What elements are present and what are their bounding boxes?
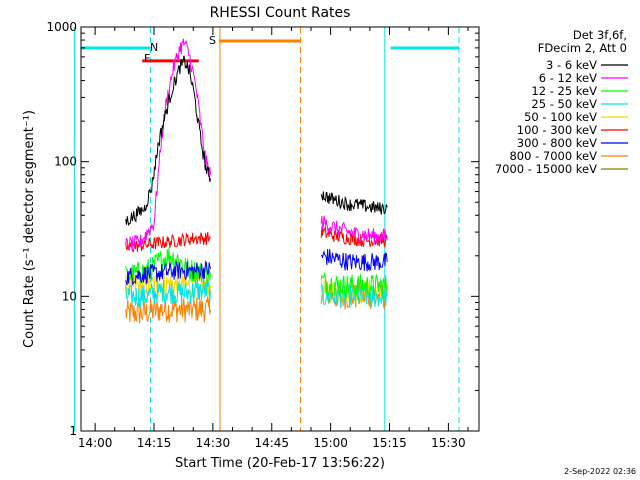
legend-label-300-800-kev: 300 - 800 keV bbox=[517, 136, 597, 150]
legend-label-25-50-kev: 25 - 50 keV bbox=[531, 97, 597, 111]
x-tick-label-3: 14:30 bbox=[196, 436, 231, 450]
chart-title: RHESSI Count Rates bbox=[210, 5, 351, 21]
y-tick-label-1: 1 bbox=[69, 424, 77, 438]
x-tick-label-4: 14:45 bbox=[254, 436, 289, 450]
legend-header-line-1: Det 3f,6f, bbox=[573, 28, 627, 42]
legend-label-12-25-kev: 12 - 25 keV bbox=[531, 84, 597, 98]
saa-marker-label: S bbox=[209, 34, 216, 47]
x-tick-label-2: 14:15 bbox=[137, 436, 172, 450]
x-tick-label-5: 15:00 bbox=[313, 436, 348, 450]
series-line-3-6-kev-part-2 bbox=[320, 191, 388, 215]
y-tick-label-2: 10 bbox=[62, 289, 77, 303]
series-line-300-800-kev-part-1 bbox=[125, 260, 211, 286]
x-axis-label: Start Time (20-Feb-17 13:56:22) bbox=[175, 456, 385, 471]
series-line-6-12-kev-part-2 bbox=[320, 215, 388, 245]
plot-frame bbox=[80, 26, 480, 432]
series-line-3-6-kev-part-1 bbox=[125, 55, 211, 227]
x-tick-label-7: 15:30 bbox=[431, 436, 466, 450]
axes-layer bbox=[80, 26, 480, 432]
series-line-300-800-kev-part-2 bbox=[320, 249, 388, 272]
series-line-25-50-kev-part-1 bbox=[125, 280, 211, 309]
series-line-800-7000-kev-part-1 bbox=[125, 295, 211, 324]
series-line-25-50-kev-part-2 bbox=[320, 283, 388, 309]
legend-header-line-2: FDecim 2, Att 0 bbox=[538, 41, 627, 55]
series-line-12-25-kev-part-2 bbox=[320, 272, 388, 299]
x-tick-label-6: 15:15 bbox=[372, 436, 407, 450]
series-layer bbox=[125, 38, 388, 324]
legend-label-100-300-kev: 100 - 300 keV bbox=[517, 123, 597, 137]
legend-label-3-6-kev: 3 - 6 keV bbox=[546, 58, 597, 72]
y-tick-label-3: 100 bbox=[54, 155, 77, 169]
legend-label-6-12-kev: 6 - 12 keV bbox=[539, 71, 597, 85]
flare-marker-label: F bbox=[144, 52, 150, 65]
x-tick-label-1: 14:00 bbox=[78, 436, 113, 450]
series-line-100-300-kev-part-2 bbox=[320, 225, 388, 249]
legend-label-50-100-kev: 50 - 100 keV bbox=[524, 110, 597, 124]
y-axis-label: Count Rate (s⁻¹ detector segment⁻¹) bbox=[22, 110, 37, 348]
y-tick-label-4: 1000 bbox=[46, 20, 77, 34]
night-marker-label: N bbox=[150, 41, 158, 54]
footer-date: 2-Sep-2022 02:36 bbox=[564, 467, 636, 476]
ticks-layer: 14:00 14:15 14:30 14:45 15:00 15:15 15:30 1 10 10… bbox=[46, 20, 479, 450]
legend-label-7000-15000-kev: 7000 - 15000 keV bbox=[495, 162, 597, 176]
legend-label-800-7000-kev: 800 - 7000 keV bbox=[509, 149, 597, 163]
